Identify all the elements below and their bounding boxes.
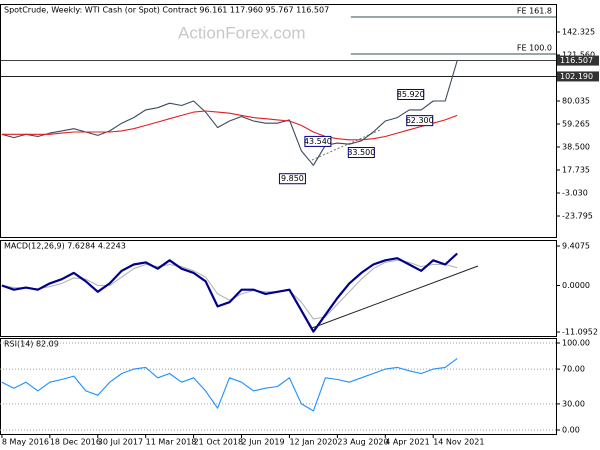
annotation-label: 62.300 xyxy=(406,116,434,125)
annotation-box xyxy=(304,135,332,147)
annotation-label: 85.920 xyxy=(397,90,425,99)
x-tick-label: 21 Oct 2018 xyxy=(194,438,243,447)
y-tick-label: 59.265 xyxy=(562,119,590,128)
y-tick-label: 70.00 xyxy=(562,365,585,374)
macd-trendline xyxy=(311,265,479,329)
price-tag xyxy=(557,71,599,82)
series-line xyxy=(1,110,458,141)
x-tick-label: 23 Aug 2020 xyxy=(337,438,388,447)
fib-label: FE 161.8 xyxy=(517,6,552,15)
panel-title: RSI(14) 82.09 xyxy=(4,340,59,349)
x-tick-label: 11 Mar 2018 xyxy=(146,438,197,447)
annotation-box xyxy=(397,88,425,100)
watermark: ActionForex.com xyxy=(178,23,306,42)
y-tick-label: 100.00 xyxy=(562,339,590,348)
series-line xyxy=(1,259,458,320)
y-tick-label: 0.0000 xyxy=(562,281,590,290)
x-tick-label: 2 Jun 2019 xyxy=(242,438,285,447)
annotation-label: 43.540 xyxy=(304,137,332,146)
panel-title: SpotCrude, Weekly: WTI Cash (or Spot) Co… xyxy=(4,6,329,15)
y-tick-label: 9.4075 xyxy=(562,242,590,251)
x-tick-label: 30 Jul 2017 xyxy=(98,438,143,447)
series-line xyxy=(1,60,458,166)
x-tick-label: 4 Apr 2021 xyxy=(385,438,429,447)
annotation-box xyxy=(278,173,306,185)
y-tick-label: 80.035 xyxy=(562,96,590,105)
series-line xyxy=(1,252,458,333)
x-tick-label: 12 Jan 2020 xyxy=(289,438,337,447)
annotation-label: 33.500 xyxy=(347,148,375,157)
x-tick-label: 14 Nov 2021 xyxy=(433,438,484,447)
y-tick-label: 38.500 xyxy=(562,142,590,151)
y-tick-label: 17.735 xyxy=(562,165,590,174)
panel-frame xyxy=(0,240,557,337)
y-tick-label: -11.0952 xyxy=(562,327,598,336)
y-tick-label: 121.560 xyxy=(562,50,595,59)
price-tag xyxy=(557,55,599,66)
series-line xyxy=(1,358,458,412)
y-tick-label: -3.030 xyxy=(562,188,588,197)
x-tick-label: 8 May 2016 xyxy=(2,438,49,447)
panel-frame xyxy=(0,338,557,435)
y-tick-label: 0.00 xyxy=(562,425,580,434)
annotation-box xyxy=(347,147,375,159)
annotation-box xyxy=(406,115,434,127)
annotation-label: 9.850 xyxy=(281,174,304,183)
y-tick-label: 142.325 xyxy=(562,27,595,36)
y-tick-label: -23.795 xyxy=(562,211,593,220)
fib-label: FE 100.0 xyxy=(517,43,552,52)
price-tag-label: 116.507 xyxy=(560,56,593,65)
panel-frame xyxy=(0,4,557,238)
y-tick-label: 30.00 xyxy=(562,399,585,408)
x-tick-label: 18 Dec 2016 xyxy=(50,438,101,447)
panel-title: MACD(12,26,9) 7.6284 4.2243 xyxy=(4,242,126,251)
price-tag-label: 102.190 xyxy=(560,72,593,81)
